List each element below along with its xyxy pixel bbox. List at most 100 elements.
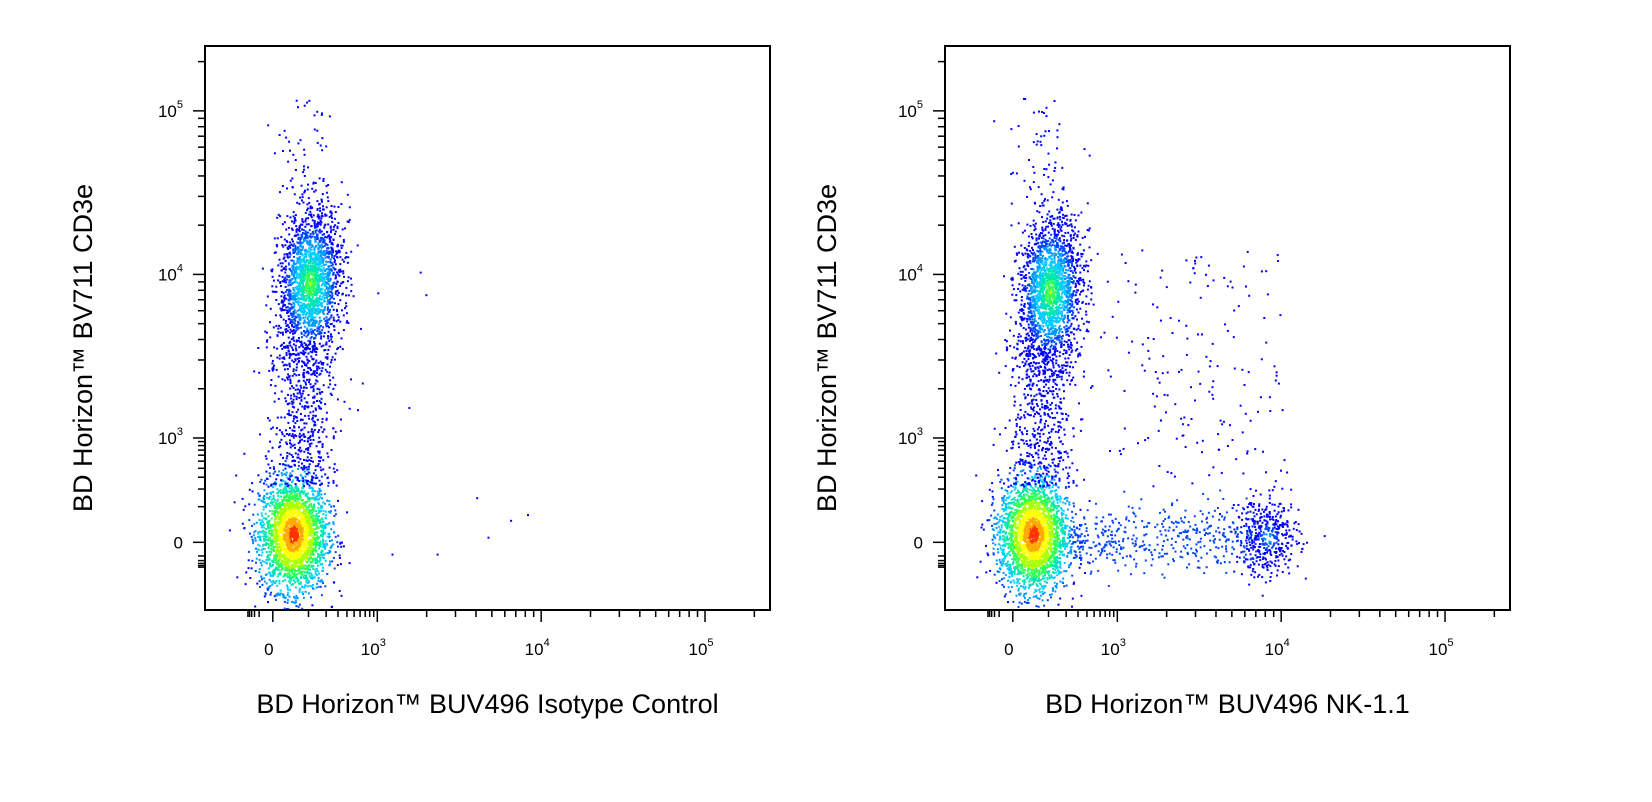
event-dot: [314, 316, 317, 319]
event-dot: [287, 275, 290, 278]
event-dot: [286, 511, 288, 513]
event-dot: [336, 225, 339, 228]
event-dot: [264, 531, 267, 534]
event-dot: [320, 238, 323, 241]
event-dot: [276, 216, 279, 219]
event-dot: [282, 463, 285, 466]
event-dot: [301, 245, 304, 248]
event-dot: [312, 410, 315, 413]
event-dot: [306, 540, 309, 543]
event-dot: [265, 483, 268, 486]
event-dot: [293, 495, 296, 498]
event-dot: [302, 507, 305, 510]
event-dot: [305, 282, 308, 285]
event-dot: [269, 496, 272, 498]
event-dot: [308, 341, 311, 343]
event-dot: [329, 225, 332, 228]
event-dot: [283, 278, 286, 281]
event-dot: [320, 407, 323, 410]
event-dot: [285, 228, 288, 231]
event-dot: [326, 196, 329, 199]
event-dot: [295, 366, 298, 369]
event-dot: [289, 302, 292, 305]
event-dot: [295, 262, 298, 265]
event-dot: [278, 354, 281, 357]
event-dot: [271, 290, 274, 293]
event-dot: [297, 525, 300, 528]
event-dot: [316, 400, 318, 402]
event-dot: [271, 543, 274, 545]
event-dot: [301, 516, 304, 519]
event-dot: [324, 517, 327, 520]
event-dot: [321, 418, 324, 420]
event-dot: [315, 477, 318, 480]
event-dot: [328, 503, 331, 506]
event-dot: [297, 315, 300, 318]
event-dot: [275, 549, 278, 552]
event-dot: [289, 536, 292, 539]
event-dot: [299, 527, 302, 529]
event-dot: [308, 247, 311, 250]
event-dot: [273, 521, 276, 523]
event-dot: [317, 450, 320, 453]
event-dot: [292, 398, 295, 401]
event-dot: [325, 260, 328, 263]
event-dot: [334, 551, 337, 554]
event-dot: [293, 373, 296, 376]
event-dot: [298, 226, 301, 229]
event-dot: [322, 294, 325, 297]
event-dot: [304, 269, 306, 272]
event-dot: [347, 294, 350, 297]
event-dot: [293, 353, 296, 356]
event-dot: [318, 276, 321, 279]
event-dot: [294, 271, 297, 274]
event-dot: [328, 250, 330, 253]
event-dot: [302, 311, 305, 314]
event-dot: [269, 593, 272, 596]
event-dot: [282, 342, 285, 344]
event-dot: [318, 509, 320, 512]
event-dot: [330, 528, 333, 531]
event-dot: [288, 504, 291, 507]
event-dot: [296, 323, 299, 326]
event-dot: [281, 474, 284, 477]
event-dot: [290, 600, 293, 603]
event-dot: [288, 299, 291, 302]
event-dot: [292, 306, 295, 309]
event-dot: [277, 529, 280, 532]
event-dot: [305, 290, 308, 293]
event-dot: [292, 550, 295, 553]
event-dot: [304, 405, 307, 407]
event-dot: [281, 546, 284, 549]
event-dot: [306, 251, 309, 254]
event-dot: [328, 240, 331, 243]
event-dot: [265, 331, 268, 334]
event-dot: [281, 538, 284, 541]
event-dot: [297, 453, 300, 456]
event-dot: [302, 490, 305, 493]
event-dot: [319, 251, 322, 254]
event-dot: [320, 280, 323, 282]
event-dot: [270, 538, 273, 541]
event-dot: [280, 299, 283, 302]
event-dot: [298, 360, 300, 362]
event-dot: [297, 237, 300, 240]
event-dot: [294, 528, 297, 531]
event-dot: [311, 561, 314, 564]
event-dot: [321, 253, 324, 256]
event-dot: [295, 327, 298, 329]
event-dot: [326, 370, 329, 373]
event-dot: [291, 259, 294, 262]
event-dot: [321, 518, 324, 521]
event-dot: [284, 550, 287, 553]
event-dot: [299, 581, 302, 584]
event-dot: [284, 463, 286, 466]
event-dot: [316, 538, 319, 541]
event-dot: [284, 304, 287, 307]
event-dot: [289, 531, 292, 534]
event-dot: [309, 445, 312, 448]
event-dot: [288, 490, 291, 493]
event-dot: [331, 269, 333, 272]
event-dot: [310, 355, 313, 358]
event-dot: [330, 314, 333, 317]
